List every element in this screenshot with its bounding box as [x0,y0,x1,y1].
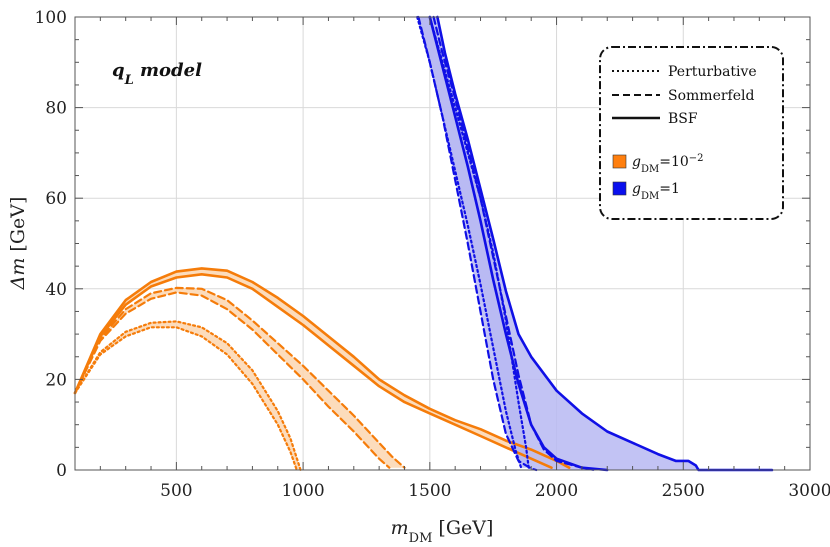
legend-swatch-blue [612,181,627,196]
legend-label-perturbative: Perturbative [668,64,757,80]
line-orange-perturbative-lower [73,326,298,472]
x-axis-title: mDM [GeV] [391,517,494,546]
x-tick-label-500: 500 [160,481,192,501]
y-tick-label-20: 20 [45,370,67,390]
y-tick-label-100: 100 [35,8,67,28]
y-tick-label-60: 60 [45,189,67,209]
line-orange-bsf-upper [73,267,571,469]
y-tick-label-40: 40 [45,280,67,300]
x-tick-label-1500: 1500 [408,481,451,501]
axis-ticks: 500 1000 1500 2000 2500 3000 0 20 40 60 80 100 [35,8,830,501]
x-tick-label-1000: 1000 [281,481,324,501]
legend: Perturbative Sommerfeld BSF gDM=10−2 gDM… [599,46,784,220]
band-blue-bsf [429,17,772,470]
legend-swatch-orange [612,154,627,169]
y-tick-label-80: 80 [45,99,67,119]
line-blue-sommerfeld-lower [417,15,538,472]
line-blue-bsf-lower [428,15,609,472]
legend-label-sommerfeld: Sommerfeld [668,88,754,104]
line-orange-sommerfeld-lower [73,291,391,469]
series-lines [73,15,774,472]
band-orange-bsf [75,268,570,468]
model-annotation: qL model [112,60,202,88]
line-blue-bsf-upper [436,15,774,472]
x-tick-label-2500: 2500 [662,481,705,501]
x-tick-label-2000: 2000 [535,481,578,501]
legend-box [599,46,784,220]
legend-label-bsf: BSF [668,111,698,127]
y-tick-label-0: 0 [56,461,67,481]
line-blue-perturbative-lower [416,15,523,469]
legend-label-blue: gDM=1 [632,181,680,202]
y-axis-title: Δm [GeV] [7,197,29,291]
legend-label-orange: gDM=10−2 [632,153,704,175]
line-orange-bsf-lower [73,273,553,469]
line-orange-perturbative-upper [73,320,302,472]
x-tick-label-3000: 3000 [788,481,830,501]
